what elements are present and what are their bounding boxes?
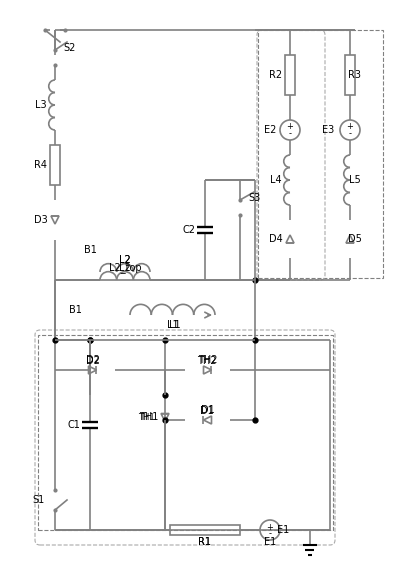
Text: TH2: TH2 xyxy=(197,356,216,366)
Bar xyxy=(344,55,354,95)
Text: S1: S1 xyxy=(32,495,45,505)
Text: L2: L2 xyxy=(119,255,131,265)
Text: +: + xyxy=(266,522,273,532)
Text: L3: L3 xyxy=(35,100,47,110)
Text: TH2: TH2 xyxy=(197,355,217,365)
Text: +: + xyxy=(286,123,293,131)
Bar xyxy=(284,55,294,95)
Text: R1: R1 xyxy=(198,537,211,547)
Text: D2: D2 xyxy=(85,355,99,365)
Text: L2_top: L2_top xyxy=(108,263,141,274)
Text: L1: L1 xyxy=(166,320,178,330)
Text: L4: L4 xyxy=(269,175,281,185)
Text: D2: D2 xyxy=(86,356,100,366)
Text: E2: E2 xyxy=(263,125,275,135)
Text: L5: L5 xyxy=(348,175,360,185)
Text: E3: E3 xyxy=(321,125,333,135)
Text: S3: S3 xyxy=(247,193,259,203)
Text: -: - xyxy=(268,529,271,539)
Text: R2: R2 xyxy=(269,70,282,80)
Text: D3: D3 xyxy=(34,215,48,225)
Text: L2: L2 xyxy=(119,255,131,265)
Text: C2: C2 xyxy=(182,225,195,235)
Text: D5: D5 xyxy=(347,234,361,244)
Text: E1: E1 xyxy=(263,537,275,547)
Text: -: - xyxy=(288,130,291,138)
Text: R4: R4 xyxy=(34,160,47,170)
Text: -: - xyxy=(348,130,350,138)
Text: D1: D1 xyxy=(200,405,214,415)
Text: D1: D1 xyxy=(200,406,213,416)
Text: +: + xyxy=(346,123,352,131)
Bar xyxy=(170,525,239,535)
Text: R3: R3 xyxy=(348,70,360,80)
Text: D4: D4 xyxy=(268,234,282,244)
Bar xyxy=(257,30,382,278)
Text: B1: B1 xyxy=(83,245,96,255)
Text: L2: L2 xyxy=(119,263,131,273)
Text: TH1: TH1 xyxy=(139,412,158,423)
Text: B1: B1 xyxy=(69,305,81,315)
Text: L1: L1 xyxy=(169,320,180,330)
Text: S2: S2 xyxy=(63,43,75,53)
Text: E1: E1 xyxy=(276,525,288,535)
Bar xyxy=(38,335,332,530)
Text: R1: R1 xyxy=(198,537,211,547)
Bar xyxy=(50,145,60,185)
Text: C1: C1 xyxy=(67,420,80,430)
Text: TH1: TH1 xyxy=(138,414,155,423)
